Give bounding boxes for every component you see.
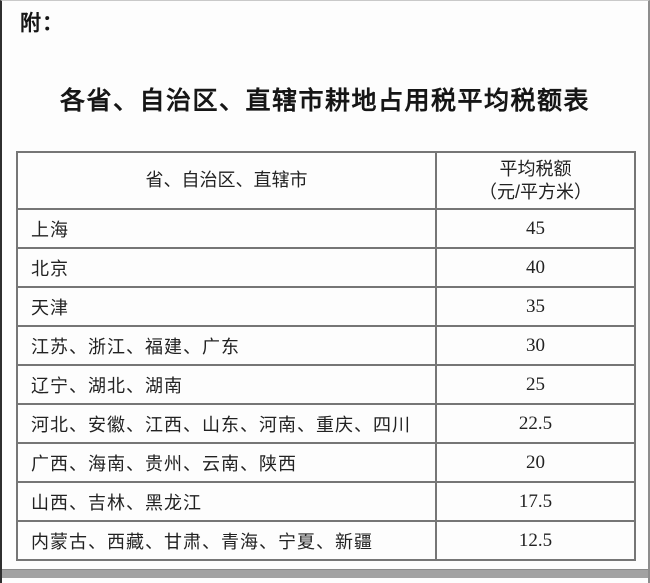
table-header-row: 省、自治区、直辖市 平均税额 （元/平方米）: [16, 151, 636, 210]
region-cell: 天津: [16, 286, 437, 327]
tax-cell: 40: [435, 247, 636, 288]
table-row: 辽宁、湖北、湖南 25: [16, 364, 636, 405]
tax-cell: 45: [435, 208, 636, 249]
table-row: 内蒙古、西藏、甘肃、青海、宁夏、新疆 12.5: [16, 520, 636, 561]
table-row: 北京 40: [16, 247, 636, 288]
tax-cell: 25: [435, 364, 636, 405]
tax-table: 省、自治区、直辖市 平均税额 （元/平方米） 上海 45 北京 40 天津 35: [16, 151, 636, 561]
table-row: 天津 35: [16, 286, 636, 327]
region-cell: 上海: [16, 208, 437, 249]
tax-cell: 20: [435, 442, 636, 483]
table-row: 江苏、浙江、福建、广东 30: [16, 325, 636, 366]
region-cell: 山西、吉林、黑龙江: [16, 481, 437, 522]
region-cell: 广西、海南、贵州、云南、陕西: [16, 442, 437, 483]
header-tax-line1: 平均税额: [499, 158, 572, 179]
header-tax: 平均税额 （元/平方米）: [435, 151, 636, 210]
table-row: 广西、海南、贵州、云南、陕西 20: [16, 442, 636, 483]
scan-edge-bottom: [2, 569, 648, 578]
table-row: 上海 45: [16, 208, 636, 249]
tax-cell: 30: [435, 325, 636, 366]
region-cell: 辽宁、湖北、湖南: [16, 364, 437, 405]
attachment-label: 附：: [20, 12, 64, 35]
region-cell: 北京: [16, 247, 437, 288]
tax-cell: 22.5: [435, 403, 636, 444]
tax-cell: 35: [435, 286, 636, 327]
tax-cell: 12.5: [435, 520, 636, 561]
region-cell: 河北、安徽、江西、山东、河南、重庆、四川: [16, 403, 437, 444]
region-cell: 内蒙古、西藏、甘肃、青海、宁夏、新疆: [16, 520, 437, 561]
table-row: 山西、吉林、黑龙江 17.5: [16, 481, 636, 522]
header-region: 省、自治区、直辖市: [16, 151, 437, 210]
header-tax-line2: （元/平方米）: [478, 181, 592, 202]
document-title: 各省、自治区、直辖市耕地占用税平均税额表: [59, 88, 590, 115]
tax-cell: 17.5: [435, 481, 636, 522]
region-cell: 江苏、浙江、福建、广东: [16, 325, 437, 366]
table-row: 河北、安徽、江西、山东、河南、重庆、四川 22.5: [16, 403, 636, 444]
